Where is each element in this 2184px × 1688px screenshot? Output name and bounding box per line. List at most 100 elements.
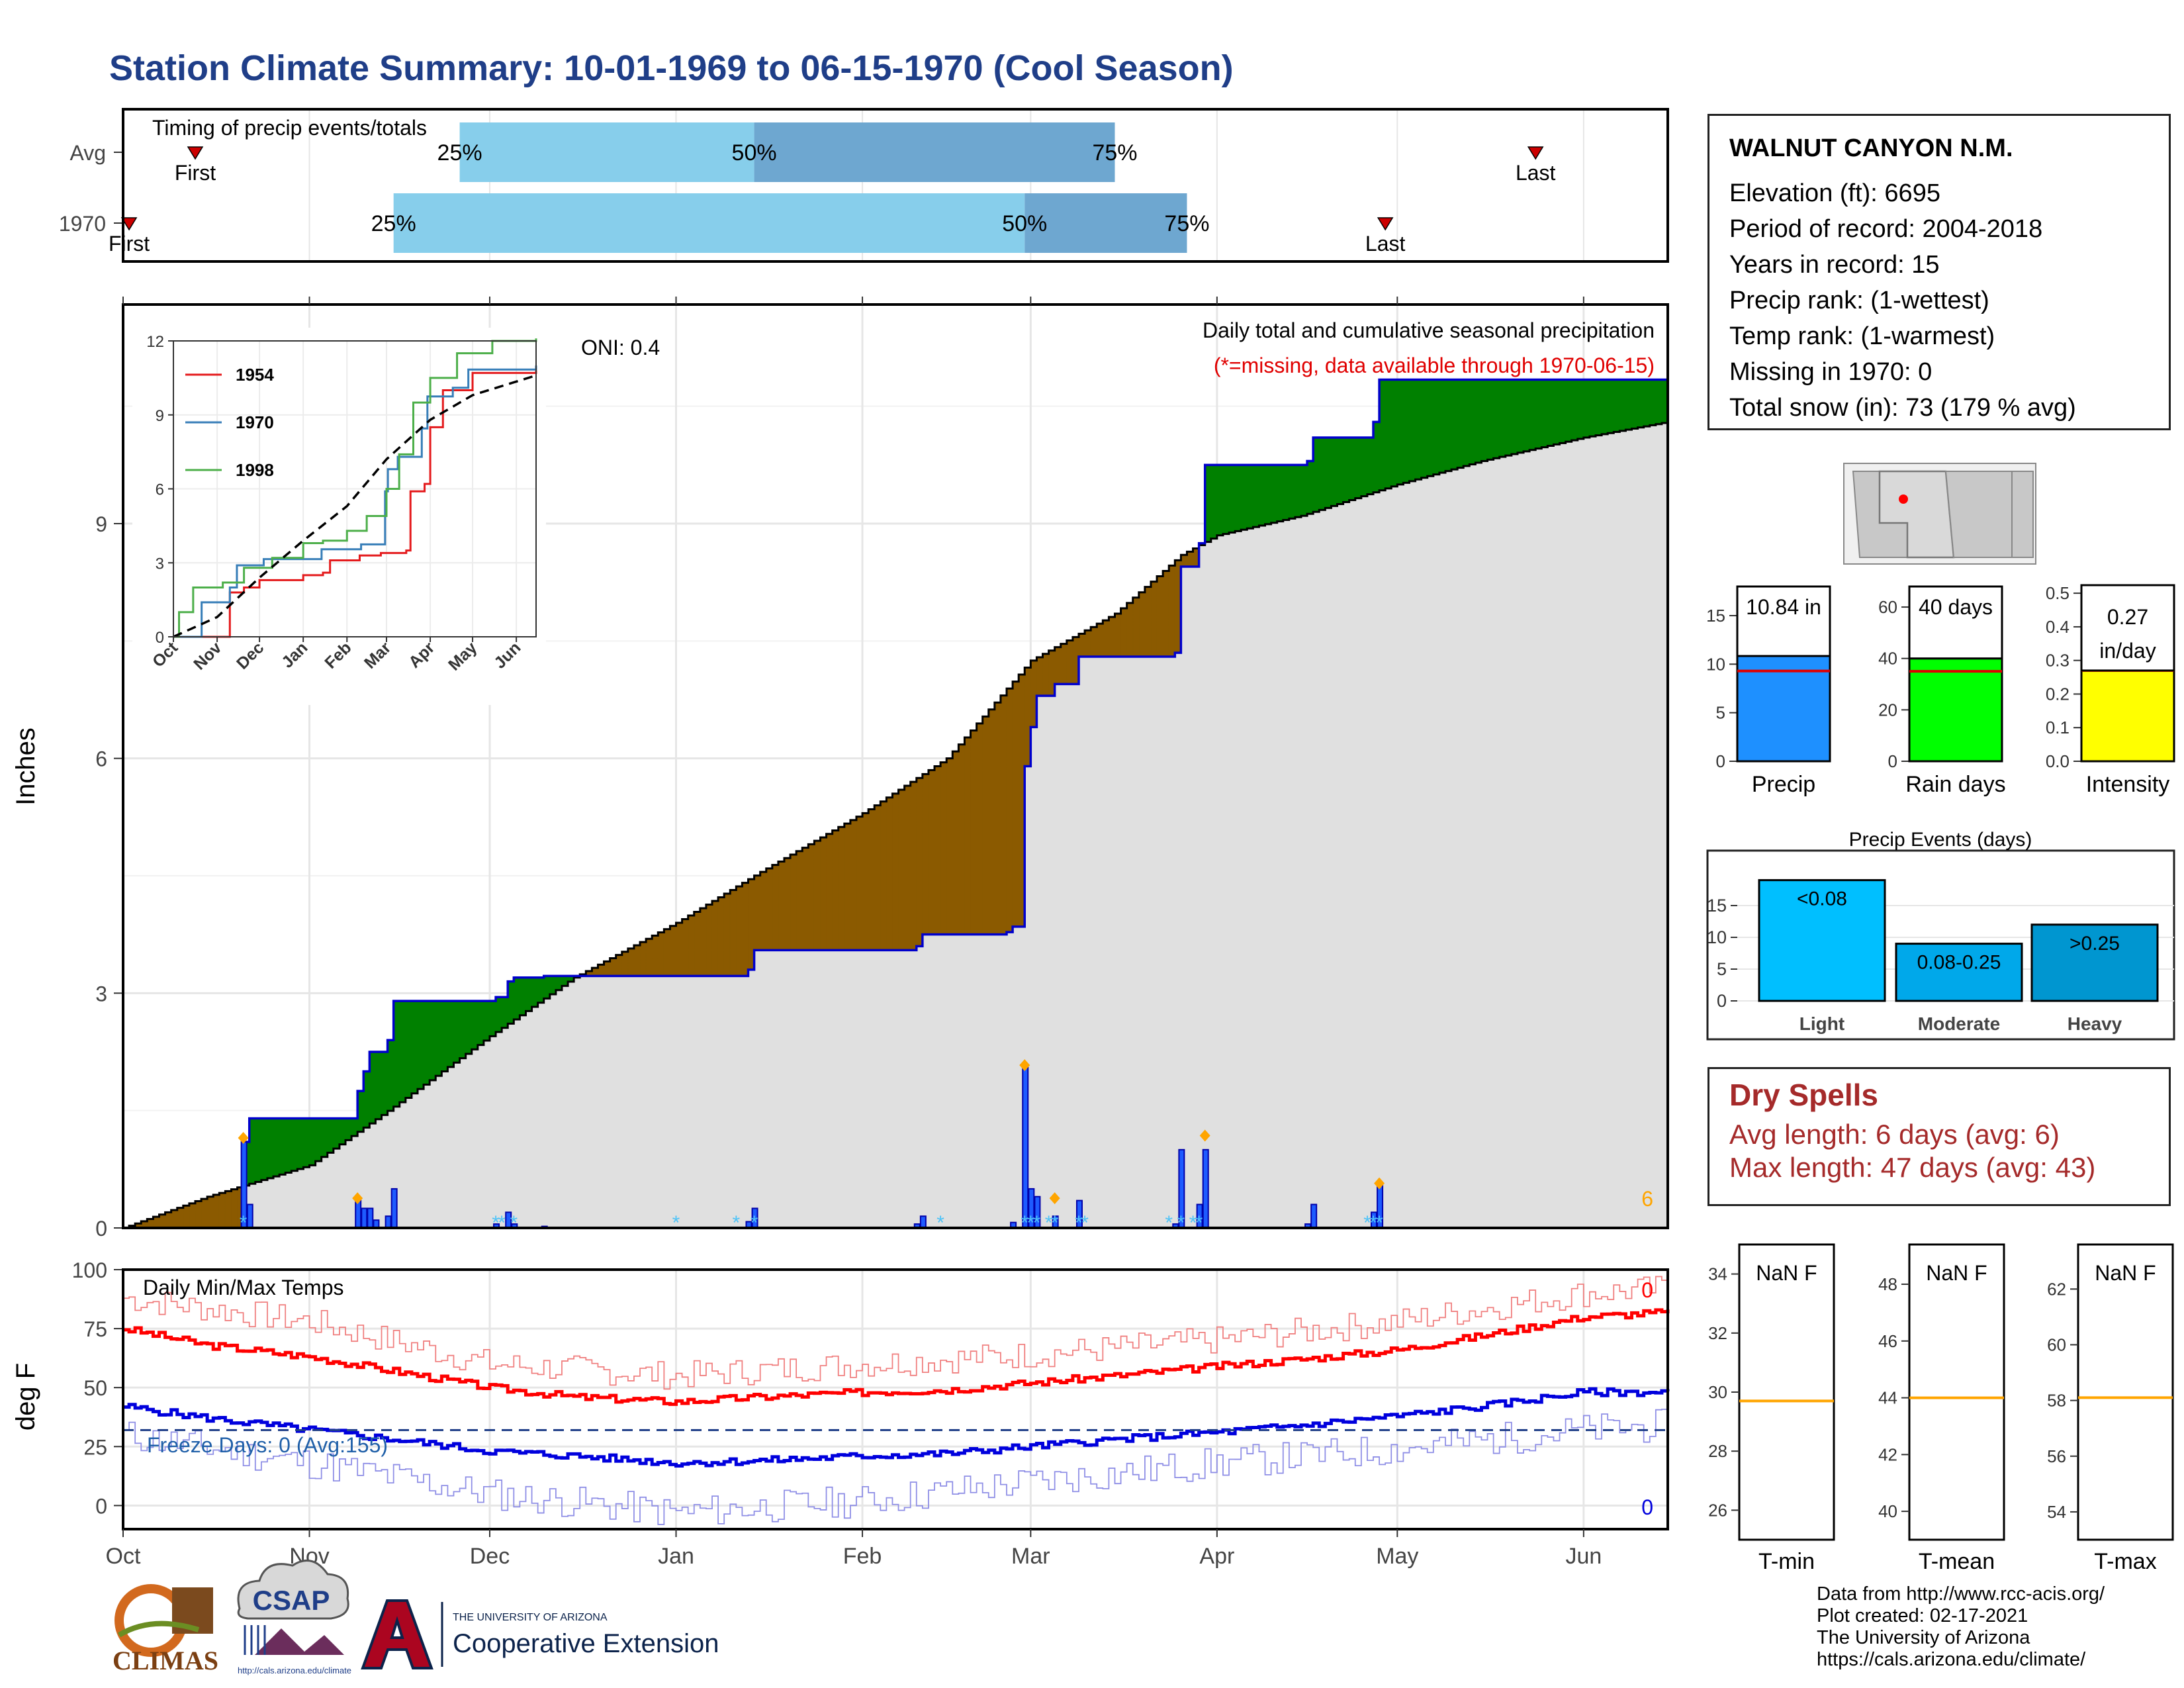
timing-q25-label: 25% [437,140,482,165]
snow-marker: * [672,1212,680,1234]
sumbar-ytick-label: 0.4 [2046,617,2070,637]
events-ytick-label: 15 [1707,896,1727,915]
timing-label: Timing of precip events/totals [152,116,427,140]
sumbar-value-label: 40 days [1919,595,1993,619]
map-state [2011,471,2034,558]
sumbar-ytick-label: 0.5 [2046,583,2070,603]
sumbar-ytick-label: 0 [1888,751,1897,771]
station-line: Years in record: 15 [1729,251,1940,279]
temp-summary-ytick-label: 62 [2047,1279,2066,1299]
daily-precip-bar [1202,1149,1209,1229]
snow-marker: * [1033,1212,1041,1234]
summary-bars: 0 5 10 15 10.84 in Precip 0 20 40 60 40 days Rain d… [1706,583,2175,797]
temp-summary-ytick-label: 48 [1878,1274,1897,1294]
station-line: Precip rank: (1-wettest) [1729,287,1989,314]
daily-precip-bar [355,1199,362,1229]
temp-summary-ytick-label: 26 [1708,1500,1727,1520]
temp-summary-ytick-label: 32 [1708,1323,1727,1343]
station-info-box: WALNUT CANYON N.M. Elevation (ft): 6695 … [1707,114,2171,430]
snow-marker: * [732,1212,740,1234]
inset-ytick-label: 6 [156,481,164,499]
temp-ytick-label: 25 [83,1435,107,1459]
daily-precip-bar [246,1203,253,1229]
sumbar-ytick-label: 20 [1878,700,1897,720]
climas-leaf-icon [117,1620,200,1638]
temp-bg [123,1270,1668,1529]
temp-ytick-label: 75 [83,1317,107,1341]
timing-bar-q25-q50 [393,193,1025,253]
temp-summary-label: NaN F [2095,1261,2156,1285]
page-title: Station Climate Summary: 10-01-1969 to 0… [109,48,1234,88]
inset-legend-label: 1954 [236,365,274,385]
sumbar-value-label: 0.27 [2107,605,2148,629]
temp-summary-ytick-label: 54 [2047,1502,2066,1522]
temp-ylabel: deg F [11,1363,40,1430]
station-location-dot [1899,494,1908,504]
min-count: 0 [1641,1495,1653,1519]
precip-panel-subtitle: (*=missing, data available through 1970-… [1214,353,1655,377]
dry-spells-max: Max length: 47 days (avg: 43) [1729,1152,2096,1183]
temp-summary-name: T-min [1758,1549,1815,1574]
daily-precip-bar [1022,1066,1029,1229]
timing-q50-label: 50% [732,140,777,165]
timing-q75-label: 75% [1092,140,1137,165]
station-line: Temp rank: (1-warmest) [1729,322,1995,350]
event-bar-name: Moderate [1918,1013,2000,1034]
event-bar-label: >0.25 [2070,933,2120,955]
temp-summary-ytick-label: 60 [2047,1335,2066,1354]
month-label: Oct [106,1544,141,1569]
temp-summary-ytick-label: 42 [1878,1444,1897,1464]
sumbar-value-box [1736,585,1831,657]
sumbar-rain-days [1908,657,2003,763]
sumbar-name: Precip [1752,772,1815,797]
daily-min-temp-line [123,1409,1668,1525]
station-line: Elevation (ft): 6695 [1729,179,1940,207]
missing-count: 6 [1641,1187,1653,1211]
daily-precip-bar [1310,1203,1318,1229]
sumbar-ytick-label: 5 [1716,703,1725,723]
snow-marker: * [510,1212,518,1234]
temp-summary-name: T-max [2094,1549,2156,1574]
credit-line: https://cals.arizona.edu/climate/ [1817,1649,2086,1670]
dry-spells-title: Dry Spells [1729,1078,1878,1112]
peak-marker [1199,1129,1210,1142]
timing-q75-label: 75% [1164,211,1209,236]
peak-marker [238,1132,249,1145]
station-name: WALNUT CANYON N.M. [1729,134,2013,162]
timing-q50-label: 50% [1002,211,1047,236]
daily-precip-bar [361,1207,368,1229]
temp-summary-label: NaN F [1926,1261,1987,1285]
snow-marker: * [751,1212,758,1234]
credit-line: Data from http://www.rcc-acis.org/ [1817,1583,2105,1605]
inset-bg [132,328,546,705]
timing-last-label: Last [1365,232,1406,256]
peak-marker [1374,1177,1385,1190]
month-label: Mar [1011,1544,1050,1569]
events-ytick-label: 10 [1707,927,1727,947]
ua-name: THE UNIVERSITY OF ARIZONA [453,1612,608,1623]
timing-q25-label: 25% [371,211,416,236]
temp-ytick-label: 50 [83,1376,107,1400]
daily-precip-bar [919,1215,927,1229]
temp-summary-label: NaN F [1756,1261,1817,1285]
sumbar-ytick-label: 0.1 [2046,718,2070,737]
daily-precip-bar [390,1188,398,1229]
inset-series-1954 [173,370,537,638]
month-label: Jun [1565,1544,1602,1569]
month-label: Feb [843,1544,882,1569]
precip-frame [122,303,1669,1229]
csap-url: http://cals.arizona.edu/climate [238,1665,351,1675]
csap-cloud-icon [237,1560,349,1620]
sumbar-ytick-label: 0.3 [2046,651,2070,671]
month-label: Jan [658,1544,694,1569]
credit-line: The University of Arizona [1817,1627,2030,1648]
inset-series-1998 [173,338,537,638]
temp-summary-ytick-label: 28 [1708,1441,1727,1461]
temp-ytick-label: 100 [72,1258,107,1282]
sumbar-ytick-label: 0.0 [2046,751,2070,771]
credit-line: Plot created: 02-17-2021 [1817,1605,2028,1626]
freeze-days-label: Freeze Days: 0 (Avg:155) [147,1433,388,1457]
temp-ytick-label: 0 [95,1494,107,1518]
avg-min-temp-line [123,1387,1670,1468]
timing-frame [122,108,1669,263]
